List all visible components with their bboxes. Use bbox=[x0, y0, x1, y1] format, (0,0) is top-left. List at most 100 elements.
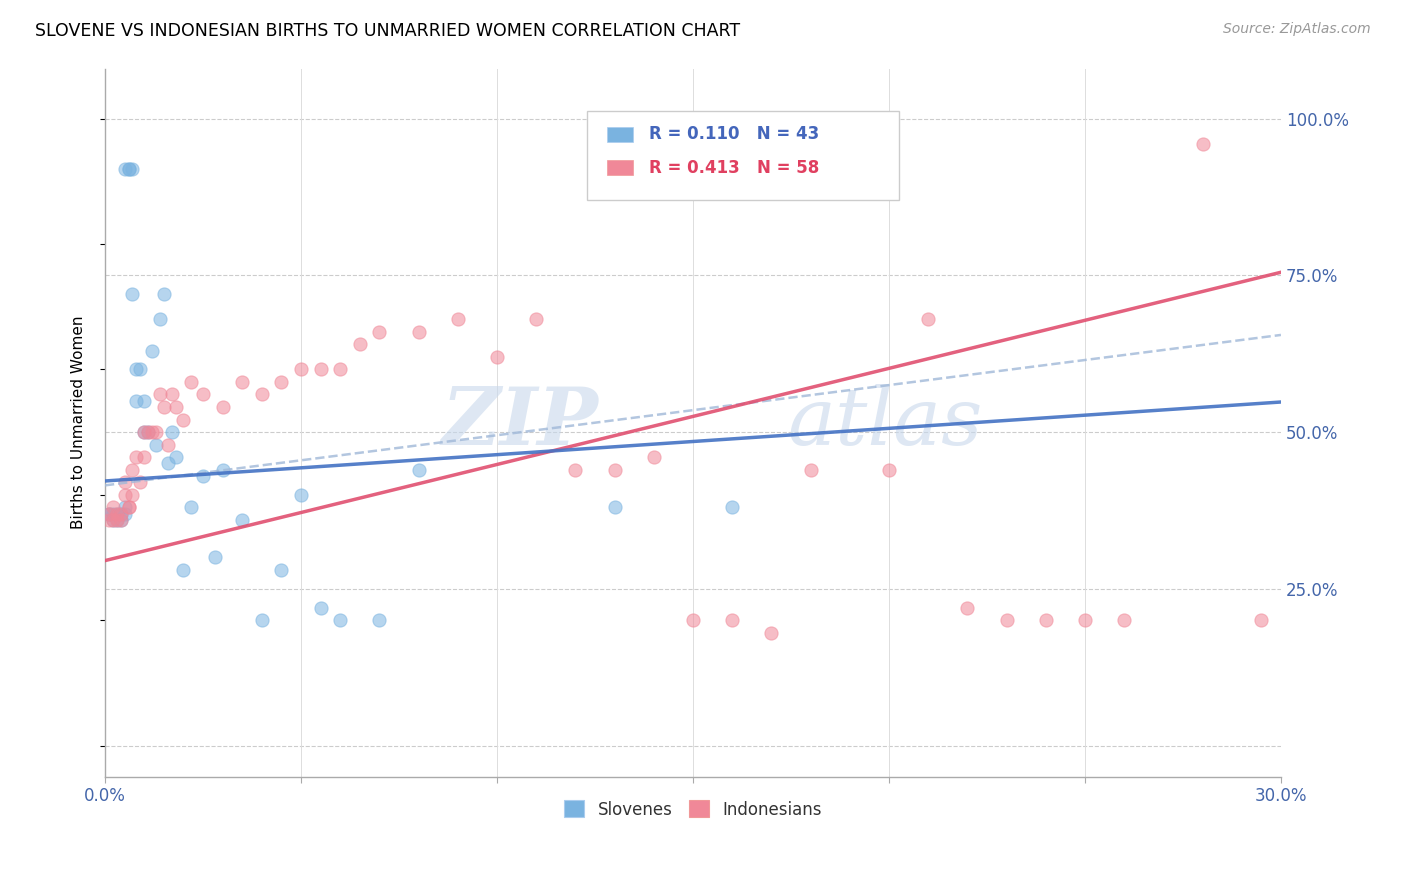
Text: ZIP: ZIP bbox=[441, 384, 599, 461]
Point bbox=[101, 507, 124, 521]
Point bbox=[211, 463, 233, 477]
Point bbox=[204, 550, 226, 565]
Point bbox=[603, 500, 626, 515]
Point bbox=[643, 450, 665, 465]
Point bbox=[761, 625, 783, 640]
Point bbox=[191, 387, 214, 401]
Point bbox=[160, 387, 183, 401]
Point bbox=[485, 350, 508, 364]
Legend: Slovenes, Indonesians: Slovenes, Indonesians bbox=[557, 794, 828, 825]
Y-axis label: Births to Unmarried Women: Births to Unmarried Women bbox=[72, 316, 86, 530]
Point bbox=[114, 488, 136, 502]
Point bbox=[917, 312, 939, 326]
Point bbox=[129, 362, 152, 376]
Point bbox=[956, 600, 979, 615]
Point bbox=[165, 450, 187, 465]
Point bbox=[152, 287, 174, 301]
Point bbox=[125, 450, 148, 465]
Point bbox=[877, 463, 900, 477]
Point bbox=[117, 500, 139, 515]
Point bbox=[152, 400, 174, 414]
Point bbox=[721, 500, 744, 515]
Point bbox=[141, 425, 163, 439]
Point bbox=[134, 425, 156, 439]
FancyBboxPatch shape bbox=[607, 160, 633, 176]
Point bbox=[995, 613, 1018, 627]
Point bbox=[172, 412, 194, 426]
Point bbox=[290, 362, 312, 376]
Point bbox=[136, 425, 159, 439]
Point bbox=[114, 507, 136, 521]
Point bbox=[349, 337, 371, 351]
Point bbox=[524, 312, 547, 326]
Point bbox=[250, 613, 273, 627]
Point bbox=[97, 507, 120, 521]
Point bbox=[156, 437, 179, 451]
Point bbox=[447, 312, 470, 326]
Point bbox=[117, 161, 139, 176]
Point bbox=[1035, 613, 1057, 627]
Point bbox=[211, 400, 233, 414]
Point bbox=[145, 437, 167, 451]
Point bbox=[149, 387, 172, 401]
Point bbox=[408, 463, 430, 477]
Point bbox=[603, 463, 626, 477]
Point bbox=[121, 488, 143, 502]
Point bbox=[97, 507, 120, 521]
Text: SLOVENE VS INDONESIAN BIRTHS TO UNMARRIED WOMEN CORRELATION CHART: SLOVENE VS INDONESIAN BIRTHS TO UNMARRIE… bbox=[35, 22, 741, 40]
Point bbox=[408, 325, 430, 339]
Point bbox=[121, 161, 143, 176]
Point bbox=[329, 613, 352, 627]
Point bbox=[270, 563, 292, 577]
Point bbox=[114, 475, 136, 490]
Point bbox=[110, 507, 132, 521]
Point bbox=[721, 613, 744, 627]
Point bbox=[250, 387, 273, 401]
Point bbox=[101, 513, 124, 527]
Point bbox=[110, 513, 132, 527]
Point bbox=[114, 500, 136, 515]
FancyBboxPatch shape bbox=[588, 111, 898, 200]
FancyBboxPatch shape bbox=[607, 127, 633, 142]
Point bbox=[145, 425, 167, 439]
Point bbox=[1191, 136, 1213, 151]
Point bbox=[97, 507, 120, 521]
Point bbox=[368, 613, 391, 627]
Point bbox=[1250, 613, 1272, 627]
Point bbox=[180, 500, 202, 515]
Point bbox=[134, 393, 156, 408]
Point bbox=[117, 500, 139, 515]
Text: atlas: atlas bbox=[787, 384, 983, 461]
Point bbox=[309, 362, 332, 376]
Point bbox=[105, 513, 128, 527]
Point bbox=[125, 362, 148, 376]
Point bbox=[172, 563, 194, 577]
Point bbox=[160, 425, 183, 439]
Point bbox=[564, 463, 586, 477]
Point bbox=[105, 507, 128, 521]
Point bbox=[105, 513, 128, 527]
Point bbox=[1114, 613, 1136, 627]
Point bbox=[231, 513, 253, 527]
Point bbox=[309, 600, 332, 615]
Point bbox=[231, 375, 253, 389]
Point bbox=[134, 450, 156, 465]
Point bbox=[270, 375, 292, 389]
Point bbox=[101, 513, 124, 527]
Point bbox=[134, 425, 156, 439]
Point bbox=[121, 287, 143, 301]
Point bbox=[114, 161, 136, 176]
Point bbox=[290, 488, 312, 502]
Point bbox=[125, 393, 148, 408]
Point bbox=[165, 400, 187, 414]
Point bbox=[191, 469, 214, 483]
Point bbox=[329, 362, 352, 376]
Point bbox=[117, 161, 139, 176]
Text: R = 0.110   N = 43: R = 0.110 N = 43 bbox=[650, 126, 820, 144]
Point bbox=[800, 463, 823, 477]
Point bbox=[101, 500, 124, 515]
Point bbox=[149, 312, 172, 326]
Point bbox=[141, 343, 163, 358]
Point bbox=[136, 425, 159, 439]
Point bbox=[368, 325, 391, 339]
